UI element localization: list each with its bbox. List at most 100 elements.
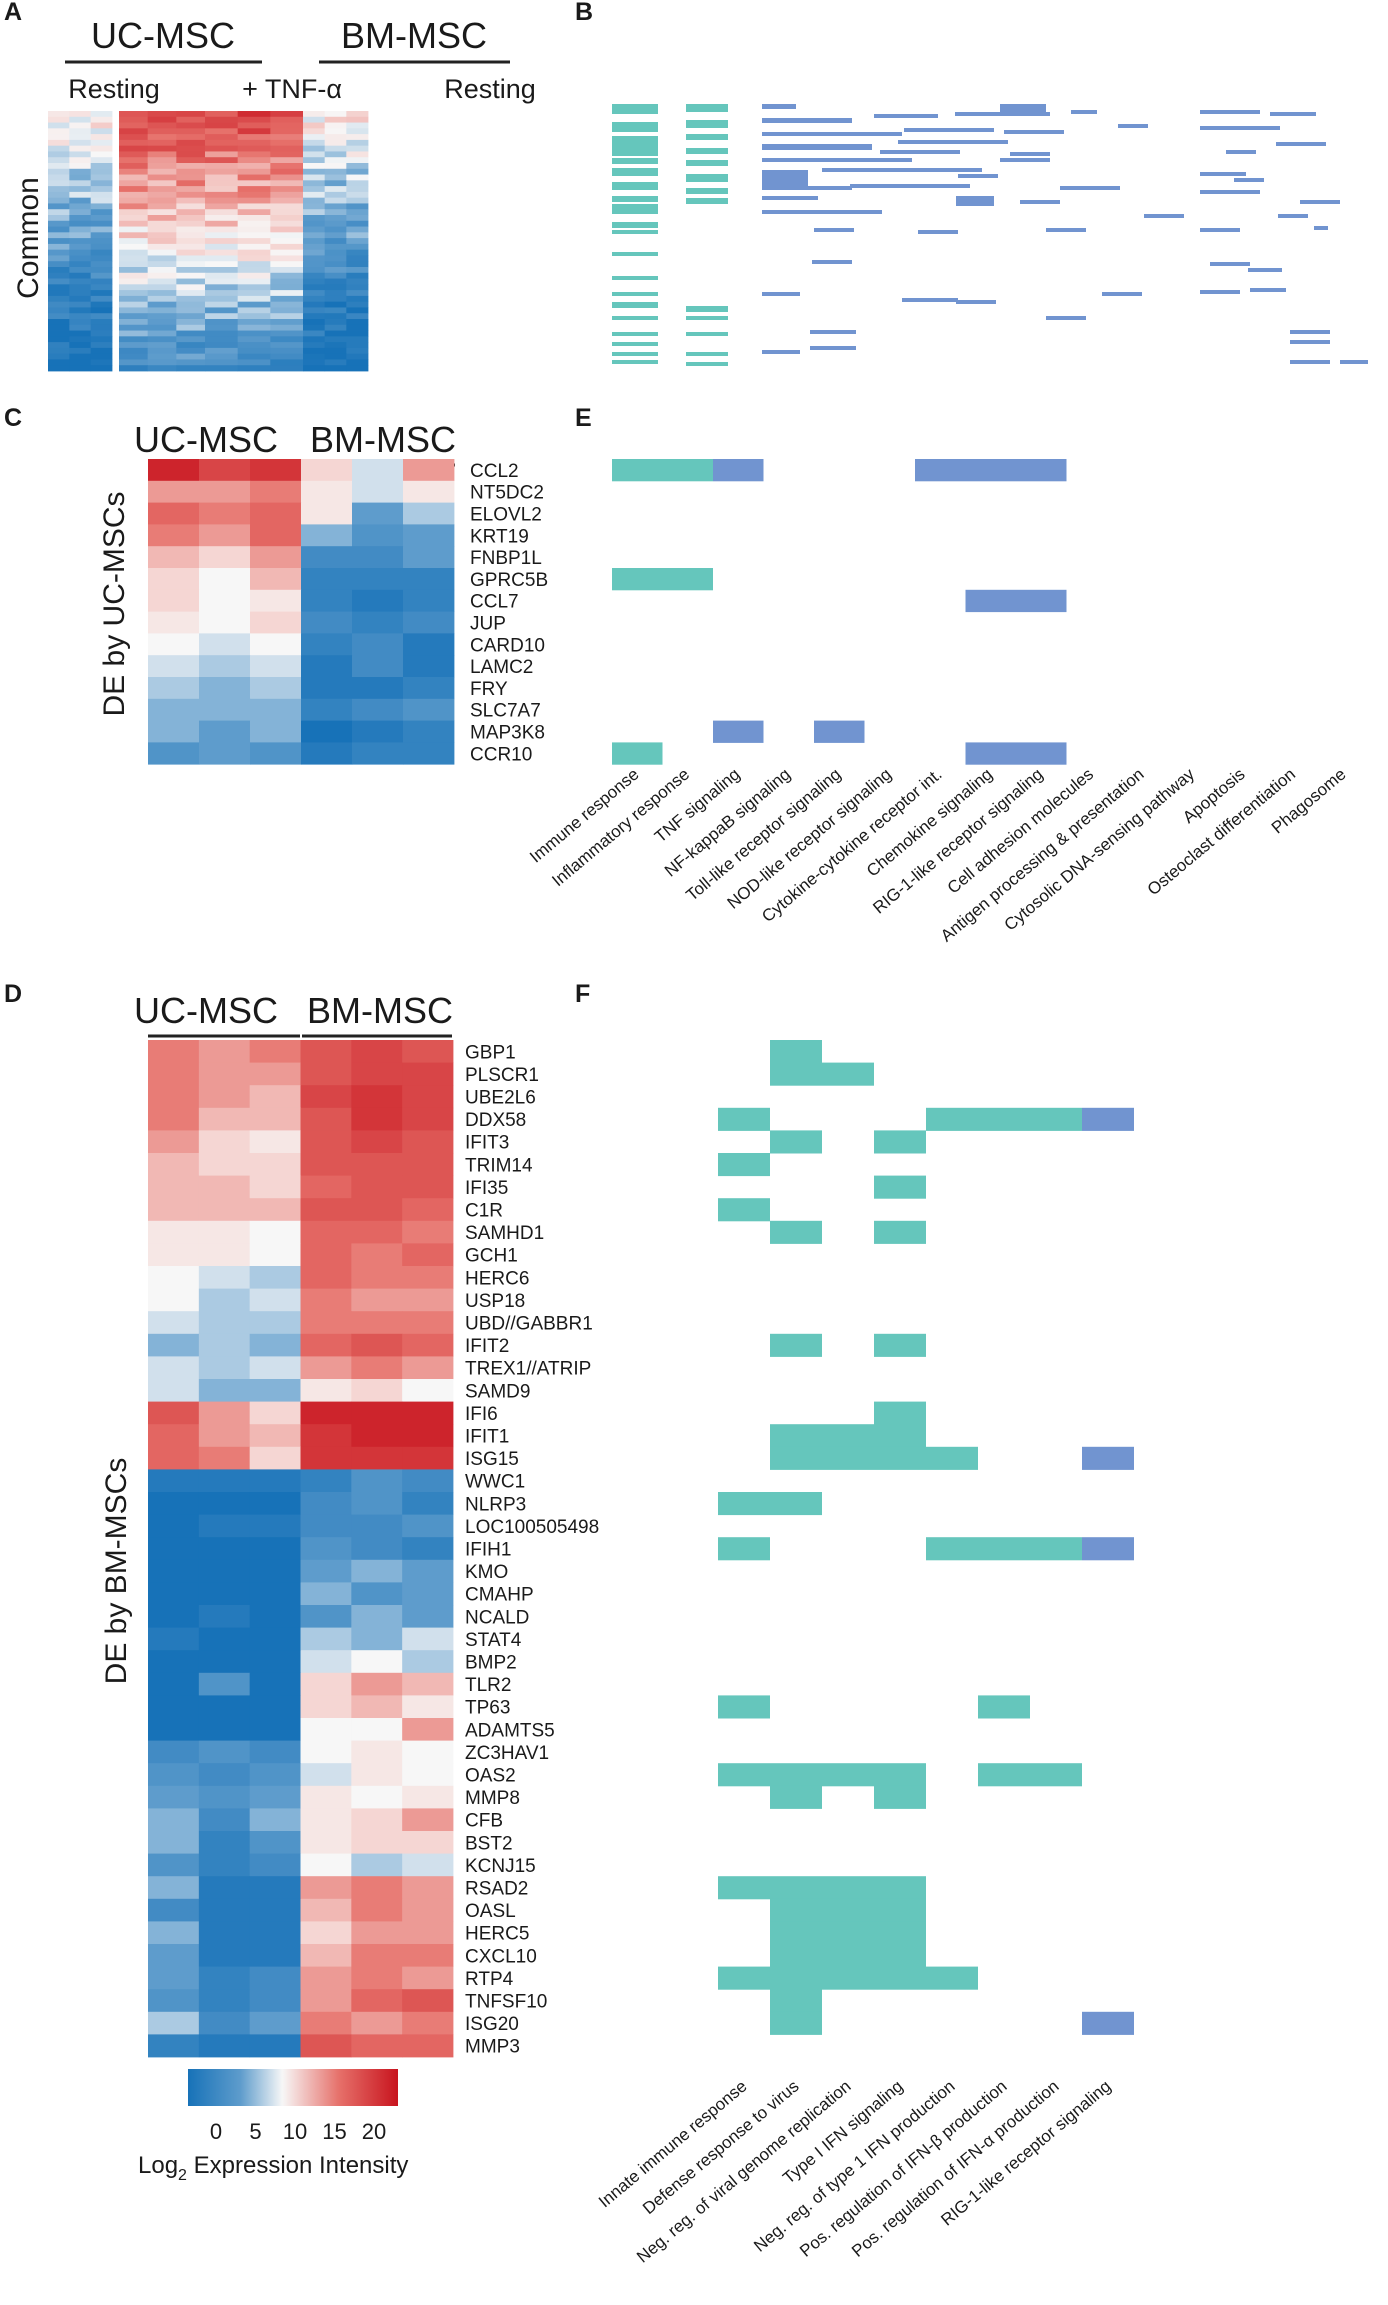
panel-d-cell bbox=[148, 2011, 200, 2035]
panel-d-group-uc: UC-MSC bbox=[134, 990, 278, 1031]
panel-a-cell bbox=[147, 134, 177, 141]
panel-a-cell bbox=[324, 359, 347, 366]
panel-a-cell bbox=[270, 168, 304, 175]
panel-d-cell bbox=[198, 1243, 251, 1267]
panel-c-cell bbox=[403, 698, 455, 721]
panel-a-cell bbox=[147, 295, 177, 303]
panel-a-cell bbox=[48, 145, 70, 152]
panel-d-cell bbox=[351, 1831, 403, 1854]
panel-a-cell bbox=[324, 243, 347, 251]
panel-d-cell bbox=[249, 1989, 301, 2013]
panel-c-cell bbox=[148, 742, 200, 765]
panel-d-cell bbox=[402, 1243, 454, 1267]
panel-c-cell bbox=[199, 546, 251, 569]
panel-a-cell bbox=[205, 163, 239, 170]
panel-d-cell bbox=[249, 1107, 301, 1131]
panel-f-cell bbox=[874, 1220, 926, 1244]
panel-d-cell bbox=[249, 1266, 301, 1289]
panel-a-cell bbox=[48, 267, 70, 274]
panel-a-cell bbox=[237, 116, 271, 123]
panel-a-cell bbox=[48, 116, 70, 123]
panel-d-cell bbox=[249, 1898, 301, 1922]
panel-d-cell bbox=[351, 1650, 403, 1674]
panel-c-cell bbox=[301, 611, 353, 634]
panel-d-cell bbox=[148, 1808, 200, 1832]
panel-a-cell bbox=[90, 272, 113, 279]
panel-a-cell bbox=[69, 330, 92, 337]
legend-tick-label: 15 bbox=[322, 2119, 346, 2144]
panel-a-cell bbox=[346, 168, 369, 175]
panel-d-cell bbox=[198, 1469, 251, 1493]
panel-f-cell bbox=[822, 1876, 874, 1900]
panel-d-cell bbox=[148, 1198, 200, 1222]
panel-d-cell bbox=[300, 1333, 352, 1357]
panel-a-cell bbox=[147, 313, 177, 320]
panel-c-cell bbox=[250, 546, 302, 569]
panel-a-cell bbox=[324, 139, 347, 147]
panel-a-cell bbox=[119, 197, 149, 204]
panel-a-cell bbox=[205, 255, 239, 262]
panel-a-cell bbox=[176, 168, 206, 175]
panel-d-cell bbox=[249, 1424, 301, 1448]
panel-b-segment bbox=[1276, 142, 1326, 146]
panel-a-cell bbox=[119, 209, 149, 216]
panel-a-cell bbox=[147, 278, 177, 285]
panel-a-cell bbox=[176, 145, 206, 152]
panel-a-cell bbox=[69, 301, 92, 308]
panel-c-cell bbox=[403, 677, 455, 700]
panel-d-cell bbox=[198, 1966, 251, 1990]
panel-b-segment bbox=[762, 186, 852, 190]
panel-c-cell bbox=[403, 459, 455, 482]
panel-d-gene-label: GBP1 bbox=[465, 1042, 516, 1063]
panel-d-gene-label: CMAHP bbox=[465, 1585, 534, 1606]
panel-b-segment bbox=[612, 360, 658, 364]
panel-e-cell bbox=[915, 459, 966, 482]
panel-a-cell bbox=[205, 330, 239, 337]
panel-d-cell bbox=[249, 1040, 301, 1063]
panel-a-cell bbox=[303, 249, 326, 256]
panel-a-cell bbox=[90, 186, 113, 193]
panel-a-cell bbox=[48, 238, 70, 245]
panel-a-cell bbox=[237, 261, 271, 268]
panel-b-segment bbox=[612, 316, 658, 320]
panel-d-cell bbox=[249, 1876, 301, 1900]
panel-d-cell bbox=[249, 1582, 301, 1606]
panel-a-cell bbox=[237, 243, 271, 251]
panel-a-cell bbox=[90, 301, 113, 308]
panel-a-cell bbox=[176, 157, 206, 164]
panel-a-cell bbox=[324, 122, 347, 129]
panel-a-cell bbox=[270, 116, 304, 123]
panel-d-cell bbox=[148, 1107, 200, 1131]
panel-d-cell bbox=[249, 1944, 301, 1967]
panel-b-segment bbox=[762, 158, 912, 162]
panel-b-segment bbox=[612, 230, 658, 234]
panel-a-cell bbox=[48, 278, 70, 285]
panel-a-cell bbox=[69, 307, 92, 314]
panel-a-cell bbox=[176, 197, 206, 204]
panel-a-cell bbox=[270, 319, 304, 326]
panel-d-cell bbox=[300, 1153, 352, 1176]
panel-d-cell bbox=[198, 1356, 251, 1380]
panel-d-cell bbox=[300, 1424, 352, 1448]
panel-f-cell bbox=[978, 1537, 1030, 1561]
panel-a-cell bbox=[147, 284, 177, 291]
panel-a-cell bbox=[346, 243, 369, 251]
panel-a-cell bbox=[324, 116, 347, 123]
panel-b-segment bbox=[814, 228, 854, 232]
panel-b-segment bbox=[612, 252, 658, 256]
legend-colorbar bbox=[188, 2069, 398, 2106]
legend-title: Log2 Expression Intensity bbox=[138, 2152, 408, 2184]
panel-a-cell bbox=[176, 243, 206, 251]
panel-a-cell bbox=[119, 111, 149, 118]
panel-a-cell bbox=[119, 336, 149, 343]
panel-a-cell bbox=[303, 324, 326, 331]
panel-c-cell bbox=[148, 611, 200, 634]
panel-d-cell bbox=[148, 2034, 200, 2058]
panel-a-cell bbox=[270, 197, 304, 204]
panel-a-cell bbox=[303, 232, 326, 239]
panel-a-cell bbox=[176, 359, 206, 366]
panel-a-cell bbox=[119, 122, 149, 129]
panel-d-cell bbox=[249, 1650, 301, 1674]
panel-e-cell bbox=[612, 459, 663, 482]
panel-a-cell bbox=[237, 157, 271, 164]
